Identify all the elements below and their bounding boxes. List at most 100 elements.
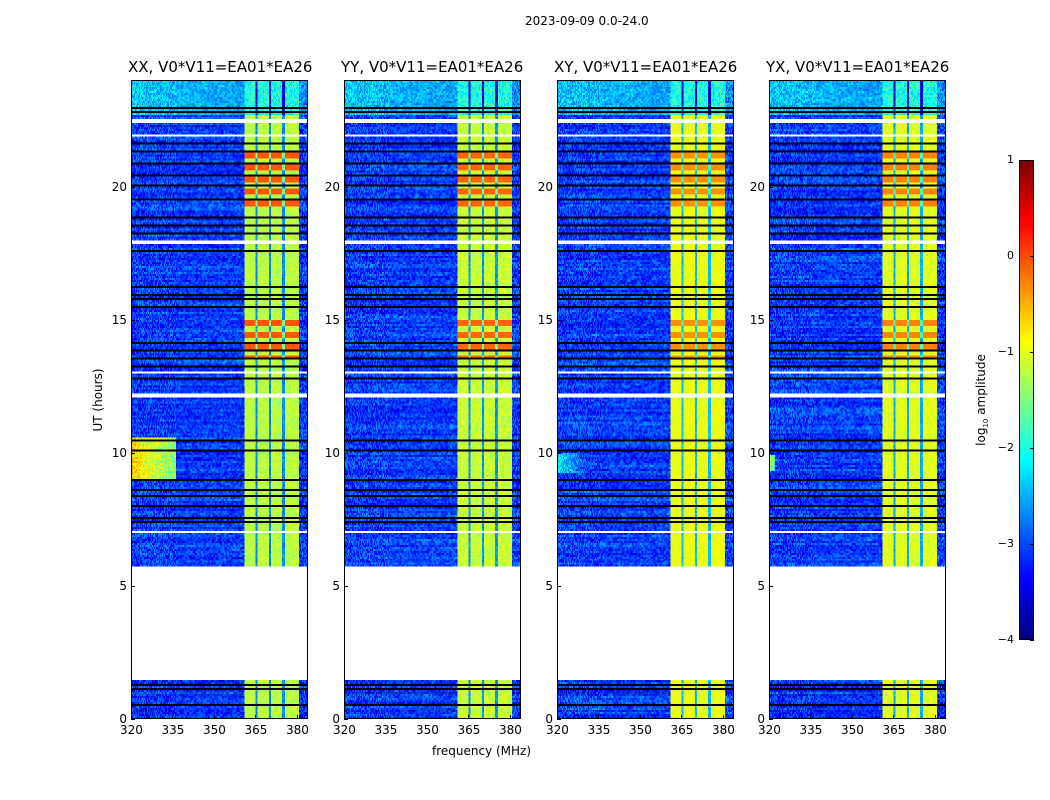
colorbar-gradient (1020, 161, 1033, 639)
x-tick-mark (426, 715, 428, 719)
x-tick-label: 380 (711, 723, 735, 737)
x-tick-mark (344, 715, 345, 719)
heatmap-cells (770, 81, 945, 718)
y-tick-mark (557, 186, 561, 188)
y-tick-label: 0 (119, 712, 127, 726)
suptitle: 2023-09-09 0.0-24.0 (525, 14, 649, 28)
colorbar-tick-mark (1030, 544, 1034, 545)
y-tick-mark (344, 719, 348, 720)
x-tick-label: 335 (799, 723, 823, 737)
x-tick-label: 350 (202, 723, 226, 737)
x-tick-mark (598, 715, 600, 719)
y-tick-mark (131, 585, 135, 587)
heatmap-cells (132, 81, 307, 718)
y-tick-mark (344, 585, 348, 587)
panel-title: YY, V0*V11=EA01*EA26 (341, 58, 524, 76)
y-tick-mark (131, 719, 135, 720)
x-tick-label: 350 (628, 723, 652, 737)
x-tick-mark (893, 715, 895, 719)
colorbar-tick-mark (1030, 256, 1034, 257)
x-tick-label: 320 (758, 723, 781, 737)
y-tick-mark (344, 319, 348, 321)
y-tick-mark (557, 452, 561, 454)
x-tick-mark (810, 715, 812, 719)
x-tick-label: 350 (840, 723, 864, 737)
y-tick-mark (769, 719, 773, 720)
x-tick-label: 365 (670, 723, 694, 737)
y-tick-label: 20 (111, 179, 127, 194)
y-tick-mark (557, 719, 561, 720)
y-tick-label: 10 (324, 445, 340, 460)
x-tick-mark (468, 715, 470, 719)
x-tick-label: 320 (546, 723, 569, 737)
x-tick-mark (722, 715, 724, 719)
heatmap-cells (345, 81, 520, 718)
x-tick-label: 380 (285, 723, 309, 737)
colorbar (1019, 160, 1034, 640)
panel-title: YX, V0*V11=EA01*EA26 (766, 58, 950, 76)
heatmap-panel-3 (769, 80, 946, 719)
x-tick-mark (213, 715, 215, 719)
y-tick-label: 10 (111, 445, 127, 460)
x-tick-label: 380 (498, 723, 522, 737)
x-tick-mark (769, 715, 770, 719)
y-tick-label: 15 (111, 312, 127, 327)
x-tick-label: 335 (374, 723, 398, 737)
x-tick-label: 320 (120, 723, 143, 737)
x-axis-label: frequency (MHz) (432, 744, 532, 758)
y-tick-label: 0 (545, 712, 553, 726)
colorbar-tick-mark (1030, 640, 1034, 641)
y-tick-mark (769, 585, 773, 587)
x-tick-mark (557, 715, 558, 719)
x-tick-mark (385, 715, 387, 719)
y-tick-label: 20 (537, 179, 553, 194)
x-tick-label: 380 (923, 723, 947, 737)
x-tick-mark (255, 715, 257, 719)
x-tick-mark (172, 715, 174, 719)
y-tick-label: 15 (749, 312, 765, 327)
y-tick-mark (131, 319, 135, 321)
y-tick-mark (769, 319, 773, 321)
y-tick-label: 20 (324, 179, 340, 194)
y-tick-label: 5 (757, 578, 765, 593)
y-tick-mark (769, 452, 773, 454)
x-tick-mark (131, 715, 132, 719)
colorbar-tick-label: −1 (997, 345, 1014, 358)
x-tick-label: 365 (244, 723, 268, 737)
x-tick-mark (934, 715, 936, 719)
y-tick-label: 10 (537, 445, 553, 460)
y-tick-label: 15 (324, 312, 340, 327)
y-tick-label: 5 (332, 578, 340, 593)
heatmap-cells (558, 81, 733, 718)
y-axis-label: UT (hours) (91, 368, 105, 432)
x-tick-label: 365 (457, 723, 481, 737)
y-tick-mark (557, 319, 561, 321)
x-tick-label: 365 (882, 723, 906, 737)
y-tick-label: 5 (119, 578, 127, 593)
panel-title: XX, V0*V11=EA01*EA26 (128, 58, 313, 76)
panel-title: XY, V0*V11=EA01*EA26 (554, 58, 738, 76)
colorbar-label: log10 amplitude (973, 354, 991, 446)
x-tick-mark (851, 715, 853, 719)
y-tick-label: 0 (757, 712, 765, 726)
x-tick-label: 335 (587, 723, 611, 737)
colorbar-tick-mark (1030, 448, 1034, 449)
heatmap-panel-2 (557, 80, 734, 719)
y-tick-label: 15 (537, 312, 553, 327)
colorbar-tick-label: 1 (1007, 153, 1014, 166)
y-tick-label: 5 (545, 578, 553, 593)
x-tick-label: 320 (333, 723, 356, 737)
y-tick-label: 20 (749, 179, 765, 194)
colorbar-tick-label: 0 (1007, 249, 1014, 262)
x-tick-label: 350 (415, 723, 439, 737)
y-tick-mark (131, 186, 135, 188)
x-tick-mark (681, 715, 683, 719)
x-tick-mark (639, 715, 641, 719)
colorbar-tick-mark (1030, 160, 1034, 161)
y-tick-mark (131, 452, 135, 454)
colorbar-tick-mark (1030, 352, 1034, 353)
colorbar-tick-label: −3 (997, 537, 1014, 550)
colorbar-tick-label: −4 (997, 633, 1014, 646)
y-tick-mark (769, 186, 773, 188)
